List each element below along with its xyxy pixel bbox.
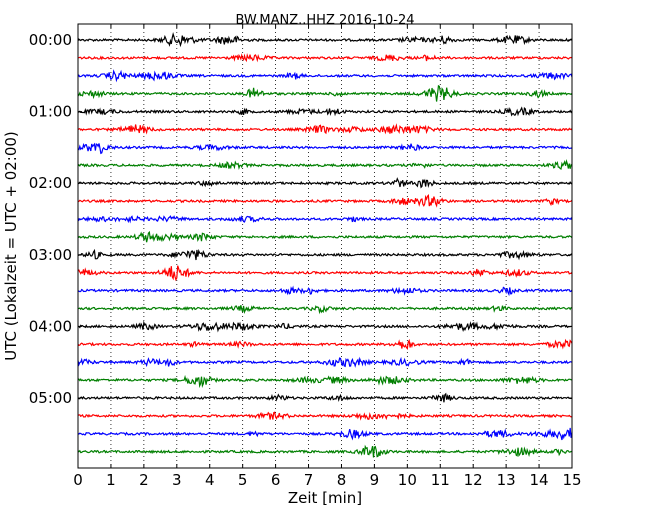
trace-4: [77, 84, 573, 102]
trace-2: [77, 53, 573, 63]
trace-9: [77, 177, 573, 189]
y-tick-label-05:00: 05:00: [29, 389, 72, 407]
y-axis: 00:00 01:00 02:00 03:00 04:00 05:00: [29, 31, 572, 407]
x-tick-label-2: 2: [139, 471, 149, 489]
vertical-grid: [110, 24, 540, 468]
x-axis-label: Zeit [min]: [288, 489, 362, 507]
x-tick-label-11: 11: [431, 471, 450, 489]
x-tick-label-1: 1: [106, 471, 116, 489]
trace-22: [77, 411, 573, 421]
trace-11: [77, 214, 573, 224]
trace-20: [77, 374, 573, 389]
trace-3: [77, 69, 573, 83]
x-tick-label-3: 3: [172, 471, 182, 489]
x-tick-label-10: 10: [398, 471, 417, 489]
x-tick-label-14: 14: [530, 471, 549, 489]
x-tick-label-4: 4: [205, 471, 215, 489]
x-axis: 0 1 2 3 4 5 6 7 8 9 10 11 12 13 14 15: [73, 24, 582, 489]
trace-23: [77, 427, 573, 441]
trace-12: [77, 230, 573, 243]
x-tick-label-8: 8: [337, 471, 347, 489]
trace-19: [77, 356, 573, 368]
plot-frame: [77, 23, 573, 469]
y-tick-label-01:00: 01:00: [29, 103, 72, 121]
trace-24: [77, 444, 573, 458]
trace-10: [77, 193, 573, 208]
trace-8: [77, 159, 573, 171]
x-tick-label-12: 12: [464, 471, 483, 489]
trace-5: [77, 106, 573, 117]
trace-13: [77, 248, 573, 261]
x-tick-label-15: 15: [562, 471, 581, 489]
chart-title: BW.MANZ..HHZ 2016-10-24: [235, 13, 414, 28]
trace-18: [77, 338, 573, 350]
y-tick-label-04:00: 04:00: [29, 317, 72, 335]
x-tick-label-6: 6: [271, 471, 281, 489]
trace-17: [77, 320, 573, 333]
x-tick-label-9: 9: [370, 471, 380, 489]
trace-7: [77, 142, 573, 155]
trace-15: [77, 285, 573, 297]
x-tick-label-0: 0: [73, 471, 83, 489]
trace-16: [77, 304, 573, 315]
x-tick-label-13: 13: [497, 471, 516, 489]
y-tick-label-02:00: 02:00: [29, 174, 72, 192]
x-tick-label-5: 5: [238, 471, 248, 489]
y-tick-label-03:00: 03:00: [29, 246, 72, 264]
trace-21: [77, 392, 573, 403]
trace-1: [77, 31, 573, 48]
x-tick-label-7: 7: [304, 471, 314, 489]
trace-group: [77, 31, 573, 458]
trace-6: [77, 123, 573, 135]
y-axis-label: UTC (Lokalzeit = UTC + 02:00): [2, 131, 20, 361]
trace-14: [77, 265, 573, 282]
y-tick-label-00:00: 00:00: [29, 31, 72, 49]
